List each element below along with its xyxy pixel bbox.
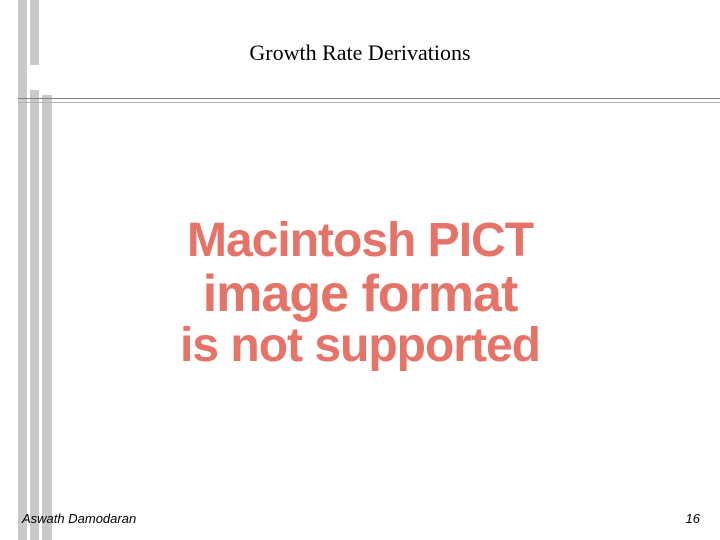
image-placeholder-error: Macintosh PICT image format is not suppo… xyxy=(147,155,573,433)
error-text-line: is not supported xyxy=(180,321,540,371)
decorative-bar xyxy=(42,95,52,540)
footer-page-number: 16 xyxy=(686,511,700,526)
slide-title: Growth Rate Derivations xyxy=(0,40,720,66)
footer-author: Aswath Damodaran xyxy=(22,511,136,526)
error-text-line: Macintosh PICT xyxy=(187,216,533,266)
error-text-line: image format xyxy=(203,267,518,322)
horizontal-divider xyxy=(18,98,720,103)
decorative-bar xyxy=(30,90,39,540)
decorative-bar xyxy=(18,0,27,540)
sidebar-decoration xyxy=(0,0,55,540)
